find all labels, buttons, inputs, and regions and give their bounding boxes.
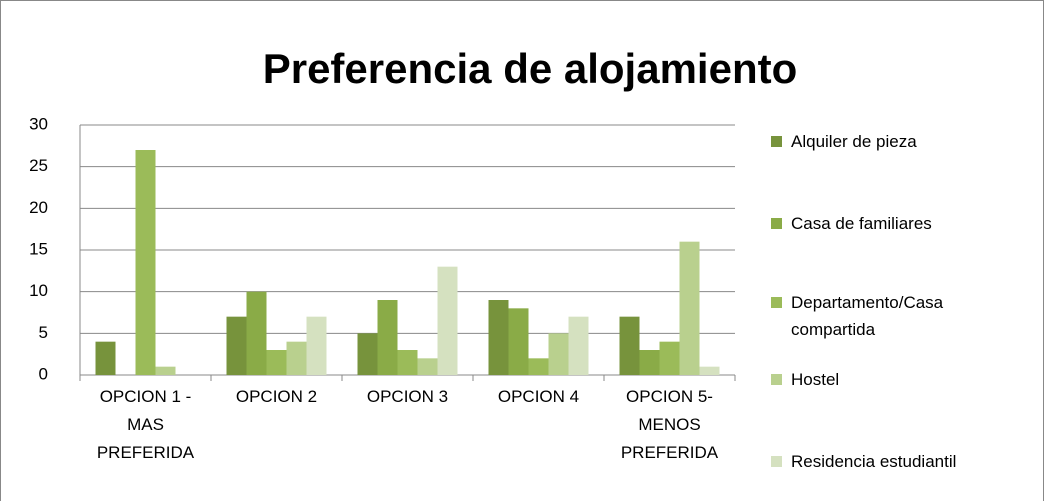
bar: [619, 316, 640, 375]
bar: [699, 366, 720, 375]
bar: [397, 350, 418, 375]
x-tick-label: OPCION 1 - MAS PREFERIDA: [96, 387, 195, 462]
legend-swatch: [771, 136, 782, 147]
bar: [548, 333, 569, 375]
legend-label: Departamento/Casa compartida: [791, 293, 944, 339]
legend-label: Residencia estudiantil: [791, 452, 957, 471]
bar: [568, 316, 589, 375]
bar: [246, 291, 267, 375]
bar: [437, 266, 458, 375]
y-tick-label: 5: [39, 323, 48, 342]
y-tick-label: 20: [29, 198, 48, 217]
legend-swatch: [771, 456, 782, 467]
legend-swatch: [771, 218, 782, 229]
x-tick-label: OPCION 5- MENOS PREFERIDA: [620, 387, 719, 462]
bar: [266, 350, 287, 375]
bar: [488, 300, 509, 375]
y-tick-label: 10: [29, 281, 48, 300]
bar: [286, 341, 307, 375]
legend-label: Alquiler de pieza: [791, 132, 917, 151]
y-tick-label: 0: [39, 364, 48, 383]
bar: [155, 366, 176, 375]
bar: [377, 300, 398, 375]
y-tick-label: 15: [29, 239, 48, 258]
legend-label: Casa de familiares: [791, 214, 932, 233]
x-tick-label: OPCION 3: [366, 387, 449, 406]
bar: [95, 341, 116, 375]
legend-swatch: [771, 374, 782, 385]
chart-title: Preferencia de alojamiento: [263, 45, 798, 92]
x-tick-label: OPCION 2: [235, 387, 318, 406]
legend-swatch: [771, 297, 782, 308]
bar: [306, 316, 327, 375]
bar: [659, 341, 680, 375]
bar: [226, 316, 247, 375]
bar: [528, 358, 549, 375]
legend-label: Hostel: [791, 370, 840, 389]
bar: [357, 333, 378, 375]
bar: [135, 150, 156, 375]
bar: [417, 358, 438, 375]
y-tick-label: 30: [29, 114, 48, 133]
y-tick-label: 25: [29, 156, 48, 175]
bar: [639, 350, 660, 375]
bar: [679, 241, 700, 375]
bar: [508, 308, 529, 375]
x-tick-label: OPCION 4: [497, 387, 580, 406]
